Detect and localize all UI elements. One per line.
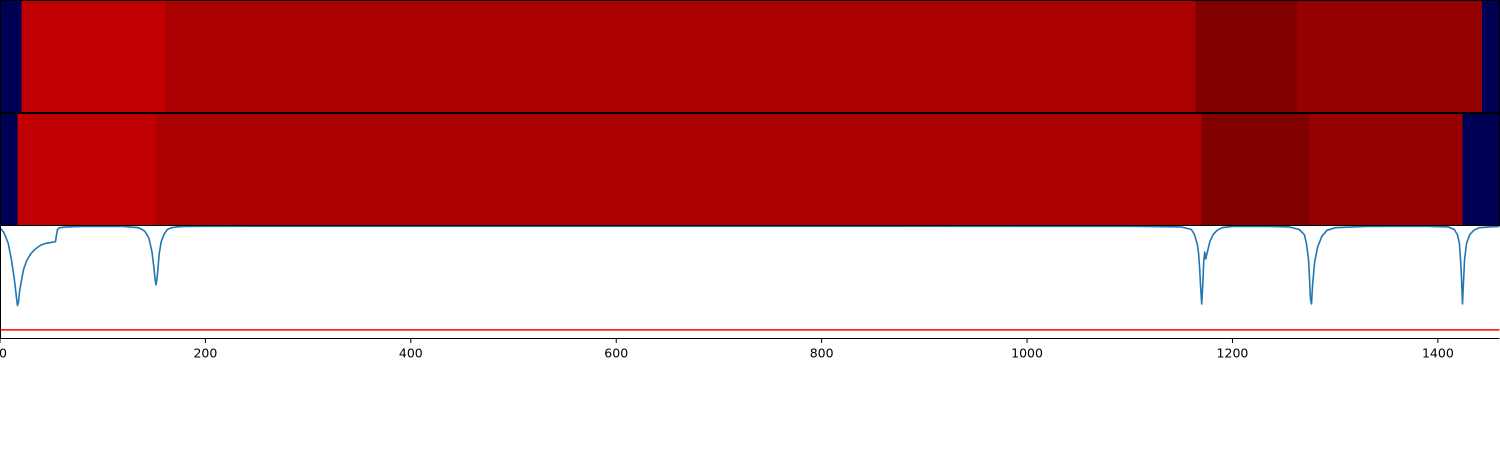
heatmap-top-cell-5 [1482, 0, 1500, 113]
heatmap-bottom-cell-4 [1309, 113, 1464, 226]
heatmap-bottom-cell-1 [17, 113, 157, 226]
heatmap-top-cell-2 [165, 0, 1196, 113]
heatmap-bottom-cell-3 [1201, 113, 1310, 226]
x-tick-label-5: 1000 [1011, 346, 1043, 361]
x-axis: 0 200 400 600 800 1000 1200 1400 [0, 338, 1454, 361]
heatmap-bottom-cell-5 [1462, 113, 1500, 226]
x-tick-label-4: 800 [810, 346, 834, 361]
x-tick-label-2: 400 [399, 346, 423, 361]
x-tick-label-0: 0 [0, 346, 7, 361]
heatmap-bottom-cell-2 [156, 113, 1203, 226]
heatmap-top-cell-3 [1195, 0, 1298, 113]
heatmap-top-strip [0, 0, 1500, 113]
x-tick-label-6: 1200 [1217, 346, 1249, 361]
x-tick-label-1: 200 [193, 346, 217, 361]
heatmap-top-cell-0 [0, 0, 23, 113]
heatmap-bottom-cell-0 [0, 113, 18, 226]
x-tick-label-7: 1400 [1422, 346, 1454, 361]
heatmap-top-cell-4 [1297, 0, 1483, 113]
series-line-0 [0, 226, 1500, 307]
heatmap-bottom-strip [0, 113, 1500, 226]
line-plot-panel [0, 226, 1500, 339]
x-tick-label-3: 600 [604, 346, 628, 361]
heatmap-top-cell-1 [21, 0, 166, 113]
